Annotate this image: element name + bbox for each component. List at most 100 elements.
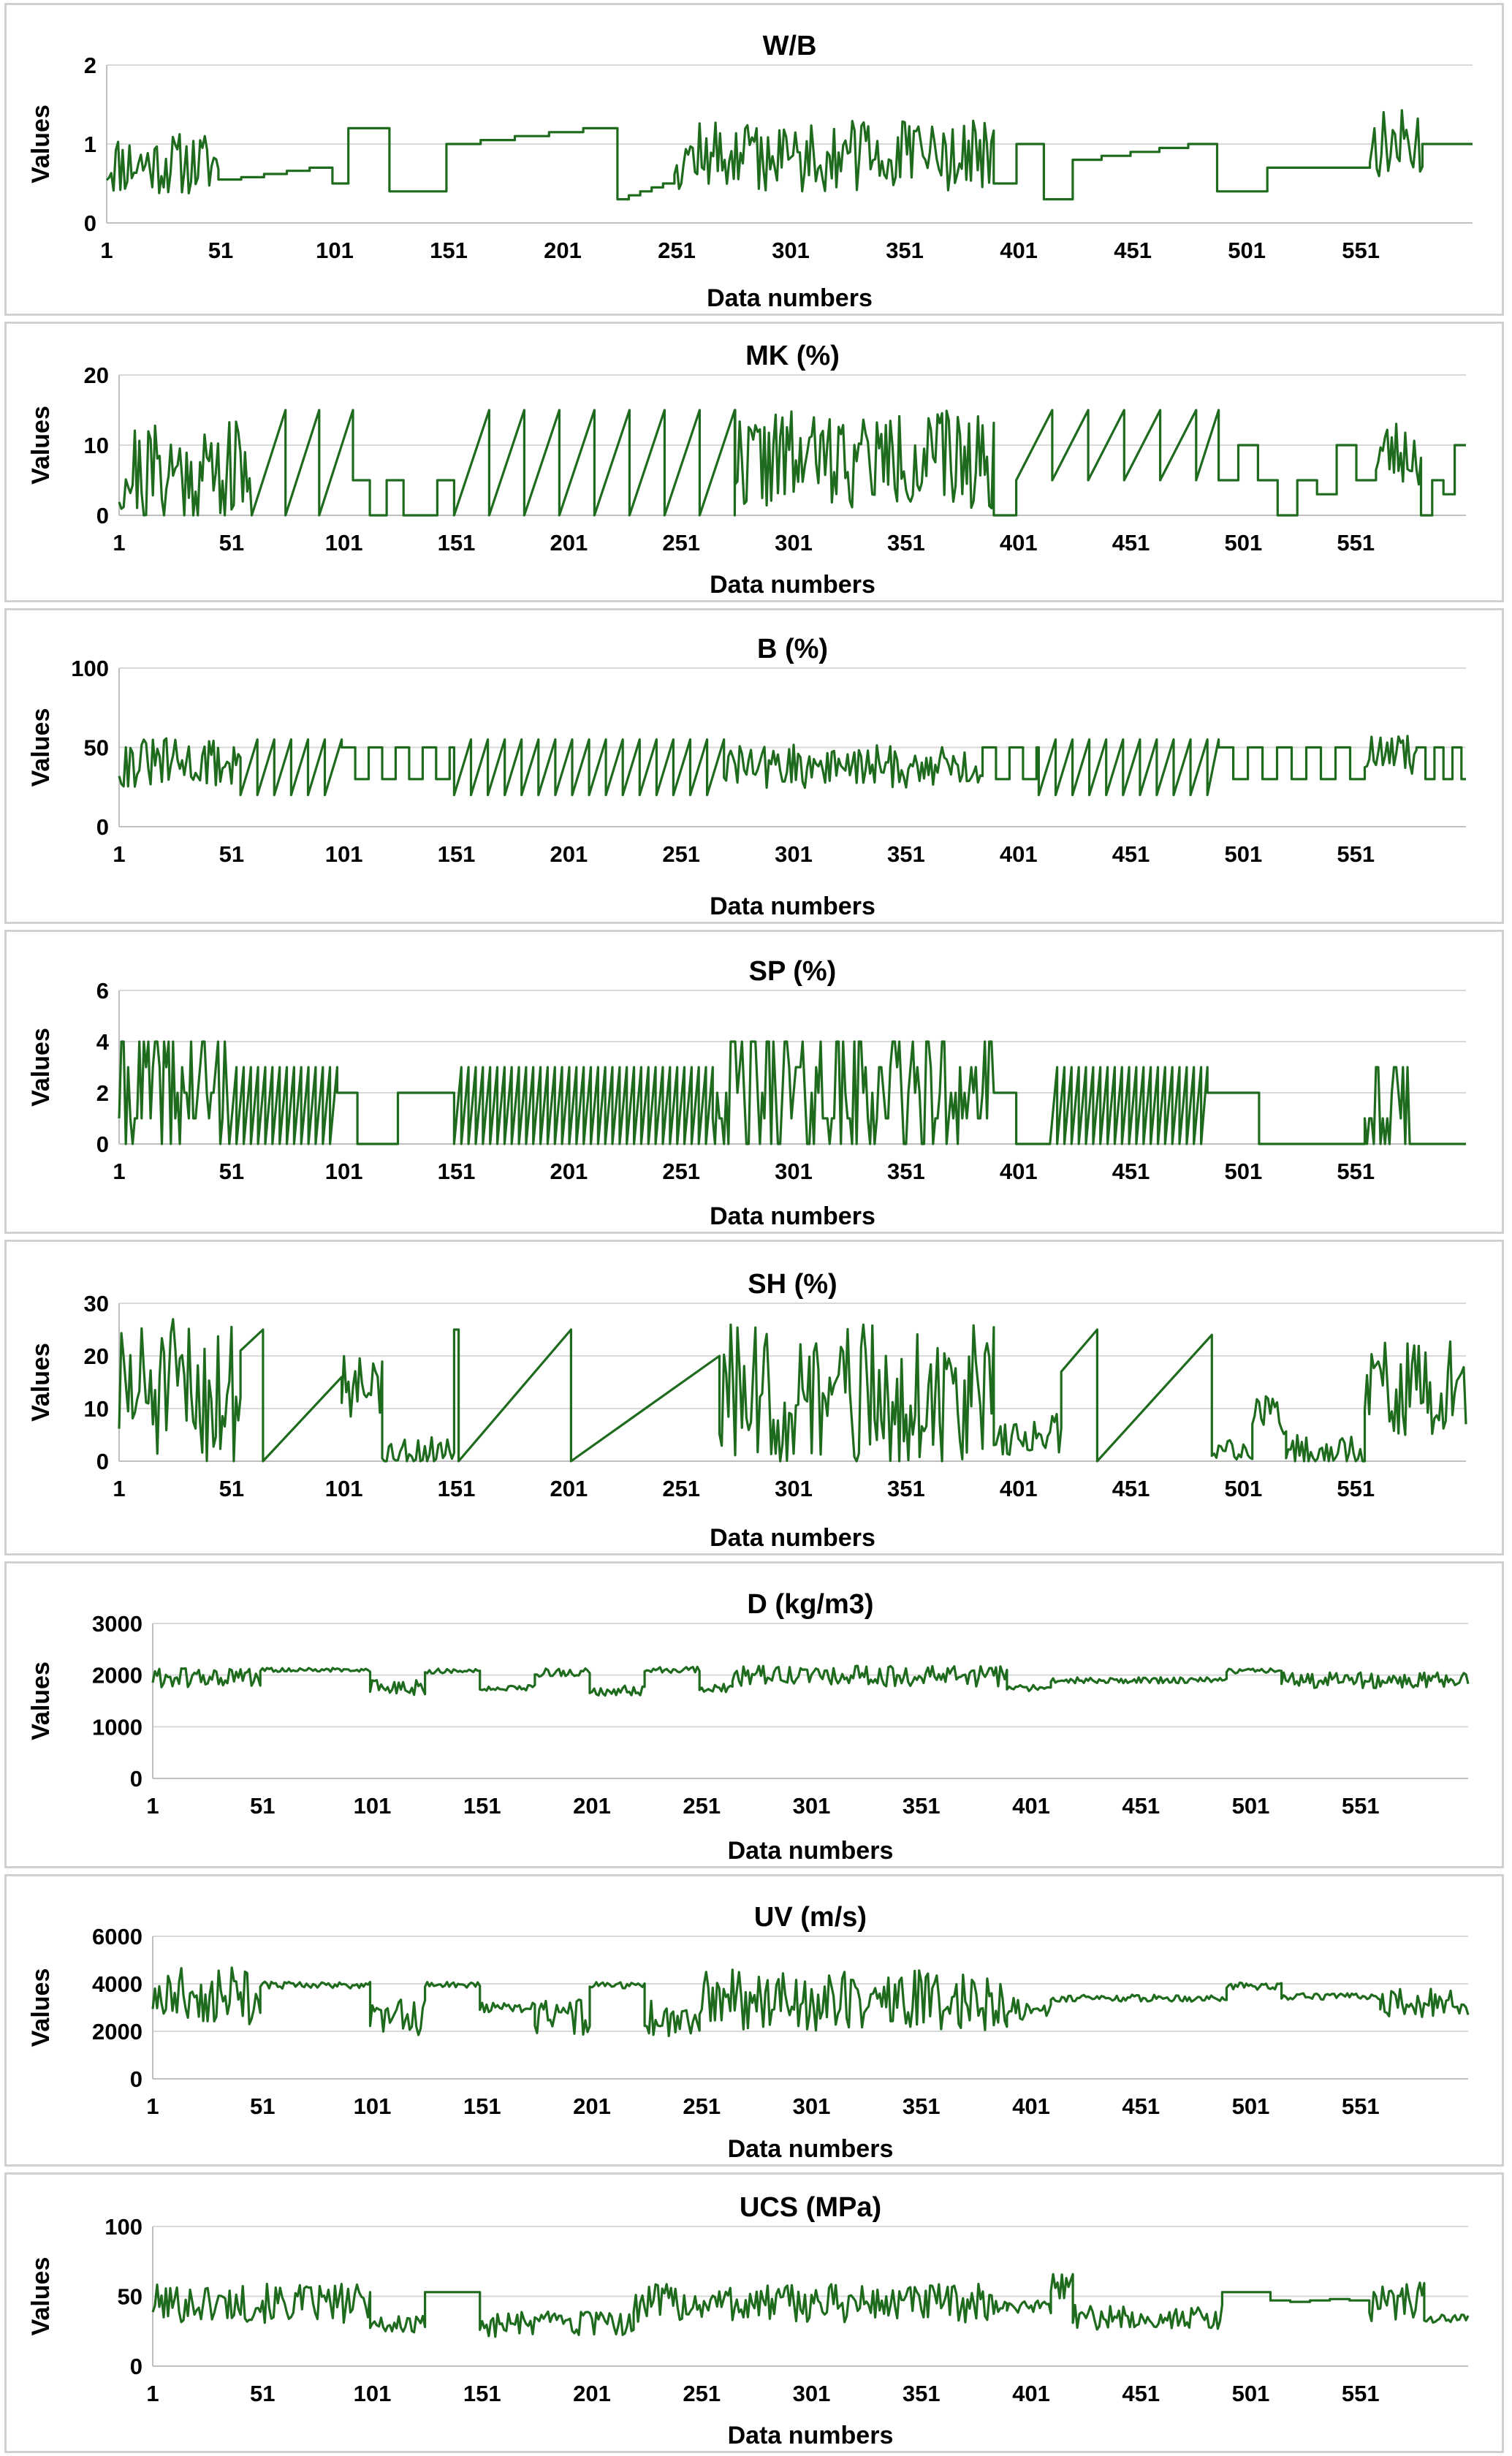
x-tick-label: 51 bbox=[250, 2381, 275, 2406]
x-tick-label: 201 bbox=[550, 530, 588, 556]
series-line bbox=[151, 2273, 1470, 2338]
y-axis-label: Values bbox=[27, 1968, 55, 2047]
x-tick-label: 101 bbox=[325, 1159, 363, 1184]
x-tick-label: 251 bbox=[683, 2093, 721, 2119]
y-tick-label: 0 bbox=[96, 1449, 109, 1474]
x-tick-label: 151 bbox=[438, 841, 476, 867]
x-tick-label: 351 bbox=[887, 1159, 925, 1184]
y-tick-label: 0 bbox=[130, 2354, 143, 2379]
x-tick-label: 451 bbox=[1112, 1476, 1150, 1501]
series-line bbox=[118, 409, 1466, 517]
x-tick-label: 401 bbox=[1012, 1793, 1050, 1819]
x-tick-label: 551 bbox=[1337, 841, 1375, 867]
x-tick-label: 101 bbox=[354, 2381, 392, 2406]
chart-5-panel: 0 10 20 30 1 51 101 151 201 251 301 351 401 451 501 551… bbox=[4, 1240, 1504, 1555]
x-tick-label: 351 bbox=[903, 2381, 941, 2406]
y-tick-label: 100 bbox=[105, 2214, 143, 2240]
x-tick-label: 1 bbox=[146, 2381, 159, 2406]
x-tick-label: 201 bbox=[573, 2093, 611, 2119]
x-tick-label: 451 bbox=[1114, 238, 1152, 263]
series-line bbox=[118, 1040, 1466, 1145]
y-tick-label: 0 bbox=[96, 814, 109, 840]
x-tick-label: 51 bbox=[250, 1793, 275, 1819]
y-tick-label: 100 bbox=[71, 656, 109, 681]
x-tick-label: 301 bbox=[775, 1476, 813, 1501]
x-tick-label: 351 bbox=[903, 2093, 941, 2119]
y-tick-label: 2000 bbox=[92, 1663, 143, 1688]
chart-title: SP (%) bbox=[749, 956, 837, 987]
x-tick-label: 51 bbox=[219, 1476, 244, 1501]
x-tick-label: 351 bbox=[887, 530, 925, 556]
x-tick-label: 351 bbox=[887, 841, 925, 867]
y-tick-label: 0 bbox=[130, 2066, 143, 2092]
chart-title: UCS (MPa) bbox=[740, 2192, 881, 2223]
series-line bbox=[151, 1664, 1470, 1697]
x-tick-label: 151 bbox=[463, 2381, 501, 2406]
x-tick-label: 201 bbox=[550, 1476, 588, 1501]
chart-7-panel: 0 2000 4000 6000 1 51 101 151 201 251 301 351 401 451… bbox=[4, 1874, 1504, 2167]
chart-title: D (kg/m3) bbox=[747, 1589, 873, 1620]
x-tick-label: 101 bbox=[325, 1476, 363, 1501]
x-tick-label: 151 bbox=[430, 238, 468, 263]
y-tick-label: 20 bbox=[84, 363, 109, 388]
x-tick-label: 451 bbox=[1122, 2381, 1160, 2406]
series-line bbox=[118, 1318, 1467, 1463]
x-tick-label: 1 bbox=[113, 841, 125, 867]
x-tick-label: 1 bbox=[113, 1476, 125, 1501]
x-tick-label: 551 bbox=[1337, 1476, 1375, 1501]
x-axis-label: Data numbers bbox=[728, 2135, 894, 2163]
x-tick-label: 1 bbox=[100, 238, 113, 263]
x-tick-label: 51 bbox=[219, 530, 244, 556]
x-tick-label: 501 bbox=[1232, 1793, 1270, 1819]
x-tick-label: 201 bbox=[573, 1793, 611, 1819]
y-tick-label: 6 bbox=[96, 978, 109, 1004]
x-axis-label: Data numbers bbox=[710, 892, 875, 920]
y-tick-label: 0 bbox=[96, 1132, 109, 1157]
x-tick-label: 551 bbox=[1342, 238, 1380, 263]
x-tick-label: 551 bbox=[1337, 530, 1375, 556]
x-tick-label: 551 bbox=[1342, 2093, 1380, 2119]
chart-1-panel: 0 1 2 1 51 101 151 201 251 301 351 401 451 501 551 W/B D… bbox=[4, 3, 1504, 316]
x-tick-label: 401 bbox=[1000, 1476, 1038, 1501]
x-tick-label: 551 bbox=[1342, 2381, 1380, 2406]
x-tick-label: 501 bbox=[1225, 530, 1263, 556]
x-tick-label: 251 bbox=[658, 238, 696, 263]
chart-title: B (%) bbox=[757, 634, 828, 664]
x-tick-label: 301 bbox=[775, 530, 813, 556]
x-tick-label: 501 bbox=[1228, 238, 1266, 263]
chart-6-panel: 0 1000 2000 3000 1 51 101 151 201 251 301 351 401 451… bbox=[4, 1561, 1504, 1868]
x-tick-label: 501 bbox=[1232, 2093, 1270, 2119]
x-axis-label: Data numbers bbox=[710, 1202, 875, 1230]
x-tick-label: 451 bbox=[1122, 2093, 1160, 2119]
y-tick-label: 50 bbox=[118, 2284, 143, 2310]
x-tick-label: 151 bbox=[438, 1476, 476, 1501]
x-tick-label: 501 bbox=[1225, 1476, 1263, 1501]
x-tick-label: 251 bbox=[662, 1159, 700, 1184]
x-tick-label: 401 bbox=[1012, 2381, 1050, 2406]
x-tick-label: 401 bbox=[1012, 2093, 1050, 2119]
x-tick-label: 101 bbox=[325, 530, 363, 556]
x-tick-label: 251 bbox=[662, 841, 700, 867]
y-tick-label: 2000 bbox=[92, 2019, 143, 2044]
x-tick-label: 301 bbox=[772, 238, 810, 263]
chart-3-panel: 0 50 100 1 51 101 151 201 251 301 351 401 451 501 551 B… bbox=[4, 608, 1504, 924]
chart-title: UV (m/s) bbox=[754, 1902, 867, 1933]
x-tick-label: 401 bbox=[1000, 530, 1038, 556]
y-tick-label: 4 bbox=[96, 1029, 110, 1055]
y-axis-label: Values bbox=[27, 1661, 55, 1740]
x-tick-label: 151 bbox=[438, 530, 476, 556]
y-tick-label: 6000 bbox=[92, 1924, 143, 1949]
y-tick-label: 1 bbox=[84, 132, 96, 157]
y-tick-label: 10 bbox=[84, 1396, 109, 1422]
y-tick-label: 30 bbox=[84, 1291, 109, 1316]
x-tick-label: 251 bbox=[662, 1476, 700, 1501]
y-axis-label: Values bbox=[27, 406, 55, 485]
y-axis-label: Values bbox=[27, 2257, 55, 2336]
x-tick-label: 551 bbox=[1342, 1793, 1380, 1819]
x-tick-label: 101 bbox=[354, 2093, 392, 2119]
x-tick-label: 551 bbox=[1337, 1159, 1375, 1184]
